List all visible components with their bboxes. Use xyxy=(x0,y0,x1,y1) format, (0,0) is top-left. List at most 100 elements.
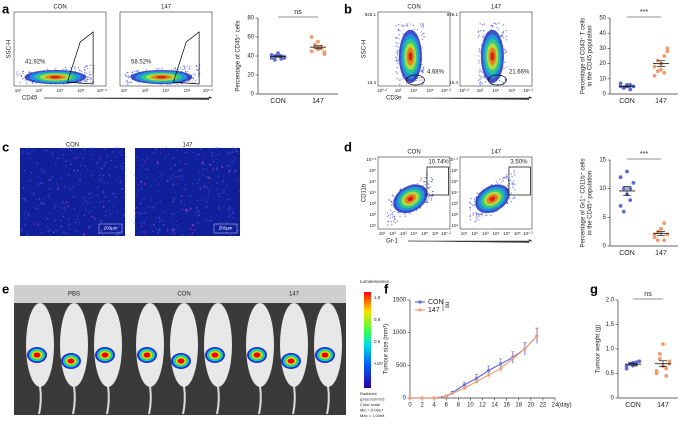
speckle xyxy=(223,189,225,192)
flow-event xyxy=(395,45,397,47)
speckle xyxy=(46,149,49,152)
marker xyxy=(486,368,491,373)
speckle xyxy=(25,152,28,155)
flow-event xyxy=(505,39,508,41)
flow-event xyxy=(86,78,89,81)
flow-event xyxy=(470,203,472,205)
speckle xyxy=(37,184,40,187)
speckle xyxy=(188,209,191,212)
speckle xyxy=(208,176,210,179)
flow-x-tick: 10⁶ xyxy=(514,231,521,236)
speckle xyxy=(120,180,123,183)
speckle xyxy=(29,157,31,159)
speckle xyxy=(102,201,105,203)
flow-event xyxy=(387,220,390,223)
y-tick-label: 30 xyxy=(599,46,606,52)
flow-x-tick: 10⁶·⁵ xyxy=(203,88,213,93)
speckle xyxy=(134,212,137,214)
speckle xyxy=(228,165,231,167)
speckle xyxy=(172,197,175,199)
group-label: 147 xyxy=(289,292,300,298)
flow-event xyxy=(503,48,506,50)
y-tick-label: 20 xyxy=(599,61,606,67)
gate-label: 10.74% xyxy=(428,160,449,166)
speckle xyxy=(43,202,45,204)
flow-event xyxy=(504,80,507,82)
flow-event xyxy=(506,173,508,176)
speckle xyxy=(138,212,140,214)
flow-event xyxy=(505,29,507,32)
speckle xyxy=(20,228,23,231)
flow-event xyxy=(390,204,393,207)
speckle xyxy=(170,167,173,170)
speckle xyxy=(231,151,234,153)
flow-event xyxy=(395,57,397,59)
speckle xyxy=(205,168,208,171)
speckle xyxy=(42,182,44,185)
flow-event xyxy=(145,69,148,71)
speckle xyxy=(175,220,177,222)
speckle xyxy=(104,147,107,150)
speckle xyxy=(100,229,103,232)
speckle xyxy=(37,176,40,178)
mouse-body xyxy=(314,303,342,387)
y-tick-label: 40 xyxy=(247,54,254,60)
speckle xyxy=(86,168,89,171)
flow-event xyxy=(86,80,88,83)
speckle xyxy=(79,221,81,224)
mouse-body xyxy=(94,303,122,387)
speckle xyxy=(178,175,181,178)
marker xyxy=(420,396,424,400)
flow-event xyxy=(386,212,389,214)
flow-event xyxy=(74,66,76,68)
speckle xyxy=(187,195,189,197)
speckle xyxy=(197,212,199,214)
flow-event xyxy=(479,30,482,32)
y-tick-label: 60 xyxy=(247,35,254,41)
flow-event xyxy=(497,182,499,184)
data-dot xyxy=(628,87,633,92)
marker xyxy=(499,362,503,366)
speckle xyxy=(141,221,144,224)
flow-event xyxy=(397,49,400,52)
speckle xyxy=(196,158,198,160)
data-dot xyxy=(667,359,672,364)
y-tick-label: 20 xyxy=(247,73,254,79)
speckle xyxy=(30,191,32,193)
speckle xyxy=(99,173,102,176)
speckle xyxy=(172,156,175,159)
speckle xyxy=(90,192,92,194)
flow-event xyxy=(194,79,197,82)
flow-event xyxy=(429,195,431,197)
speckle xyxy=(29,189,31,191)
flow-event xyxy=(195,65,198,67)
flow-event xyxy=(395,42,397,44)
speckle xyxy=(24,198,27,200)
data-dot xyxy=(627,361,632,366)
mouse-body xyxy=(170,303,198,387)
speckle xyxy=(97,195,99,197)
data-dot xyxy=(621,209,626,214)
flow-event xyxy=(427,183,430,185)
speckle xyxy=(150,184,152,187)
speckle xyxy=(175,191,177,193)
flow-y-tick: 10¹ xyxy=(369,223,376,228)
flow-event xyxy=(403,25,405,27)
speckle xyxy=(123,215,125,217)
flow-y-tick: 10² xyxy=(451,212,458,217)
flow-event xyxy=(481,215,484,217)
x-tick-label: 14 xyxy=(491,403,498,409)
flow-event xyxy=(501,81,503,83)
x-tick-label: 147 xyxy=(312,98,324,105)
data-dot xyxy=(319,44,324,49)
speckle xyxy=(158,216,161,219)
speckle xyxy=(57,157,59,160)
flow-event xyxy=(402,33,404,35)
flow-event xyxy=(129,81,131,84)
speckle xyxy=(196,209,199,212)
speckle xyxy=(105,161,108,164)
speckle xyxy=(73,157,75,159)
y-tick-label: 1500 xyxy=(393,298,407,304)
speckle xyxy=(31,201,33,203)
